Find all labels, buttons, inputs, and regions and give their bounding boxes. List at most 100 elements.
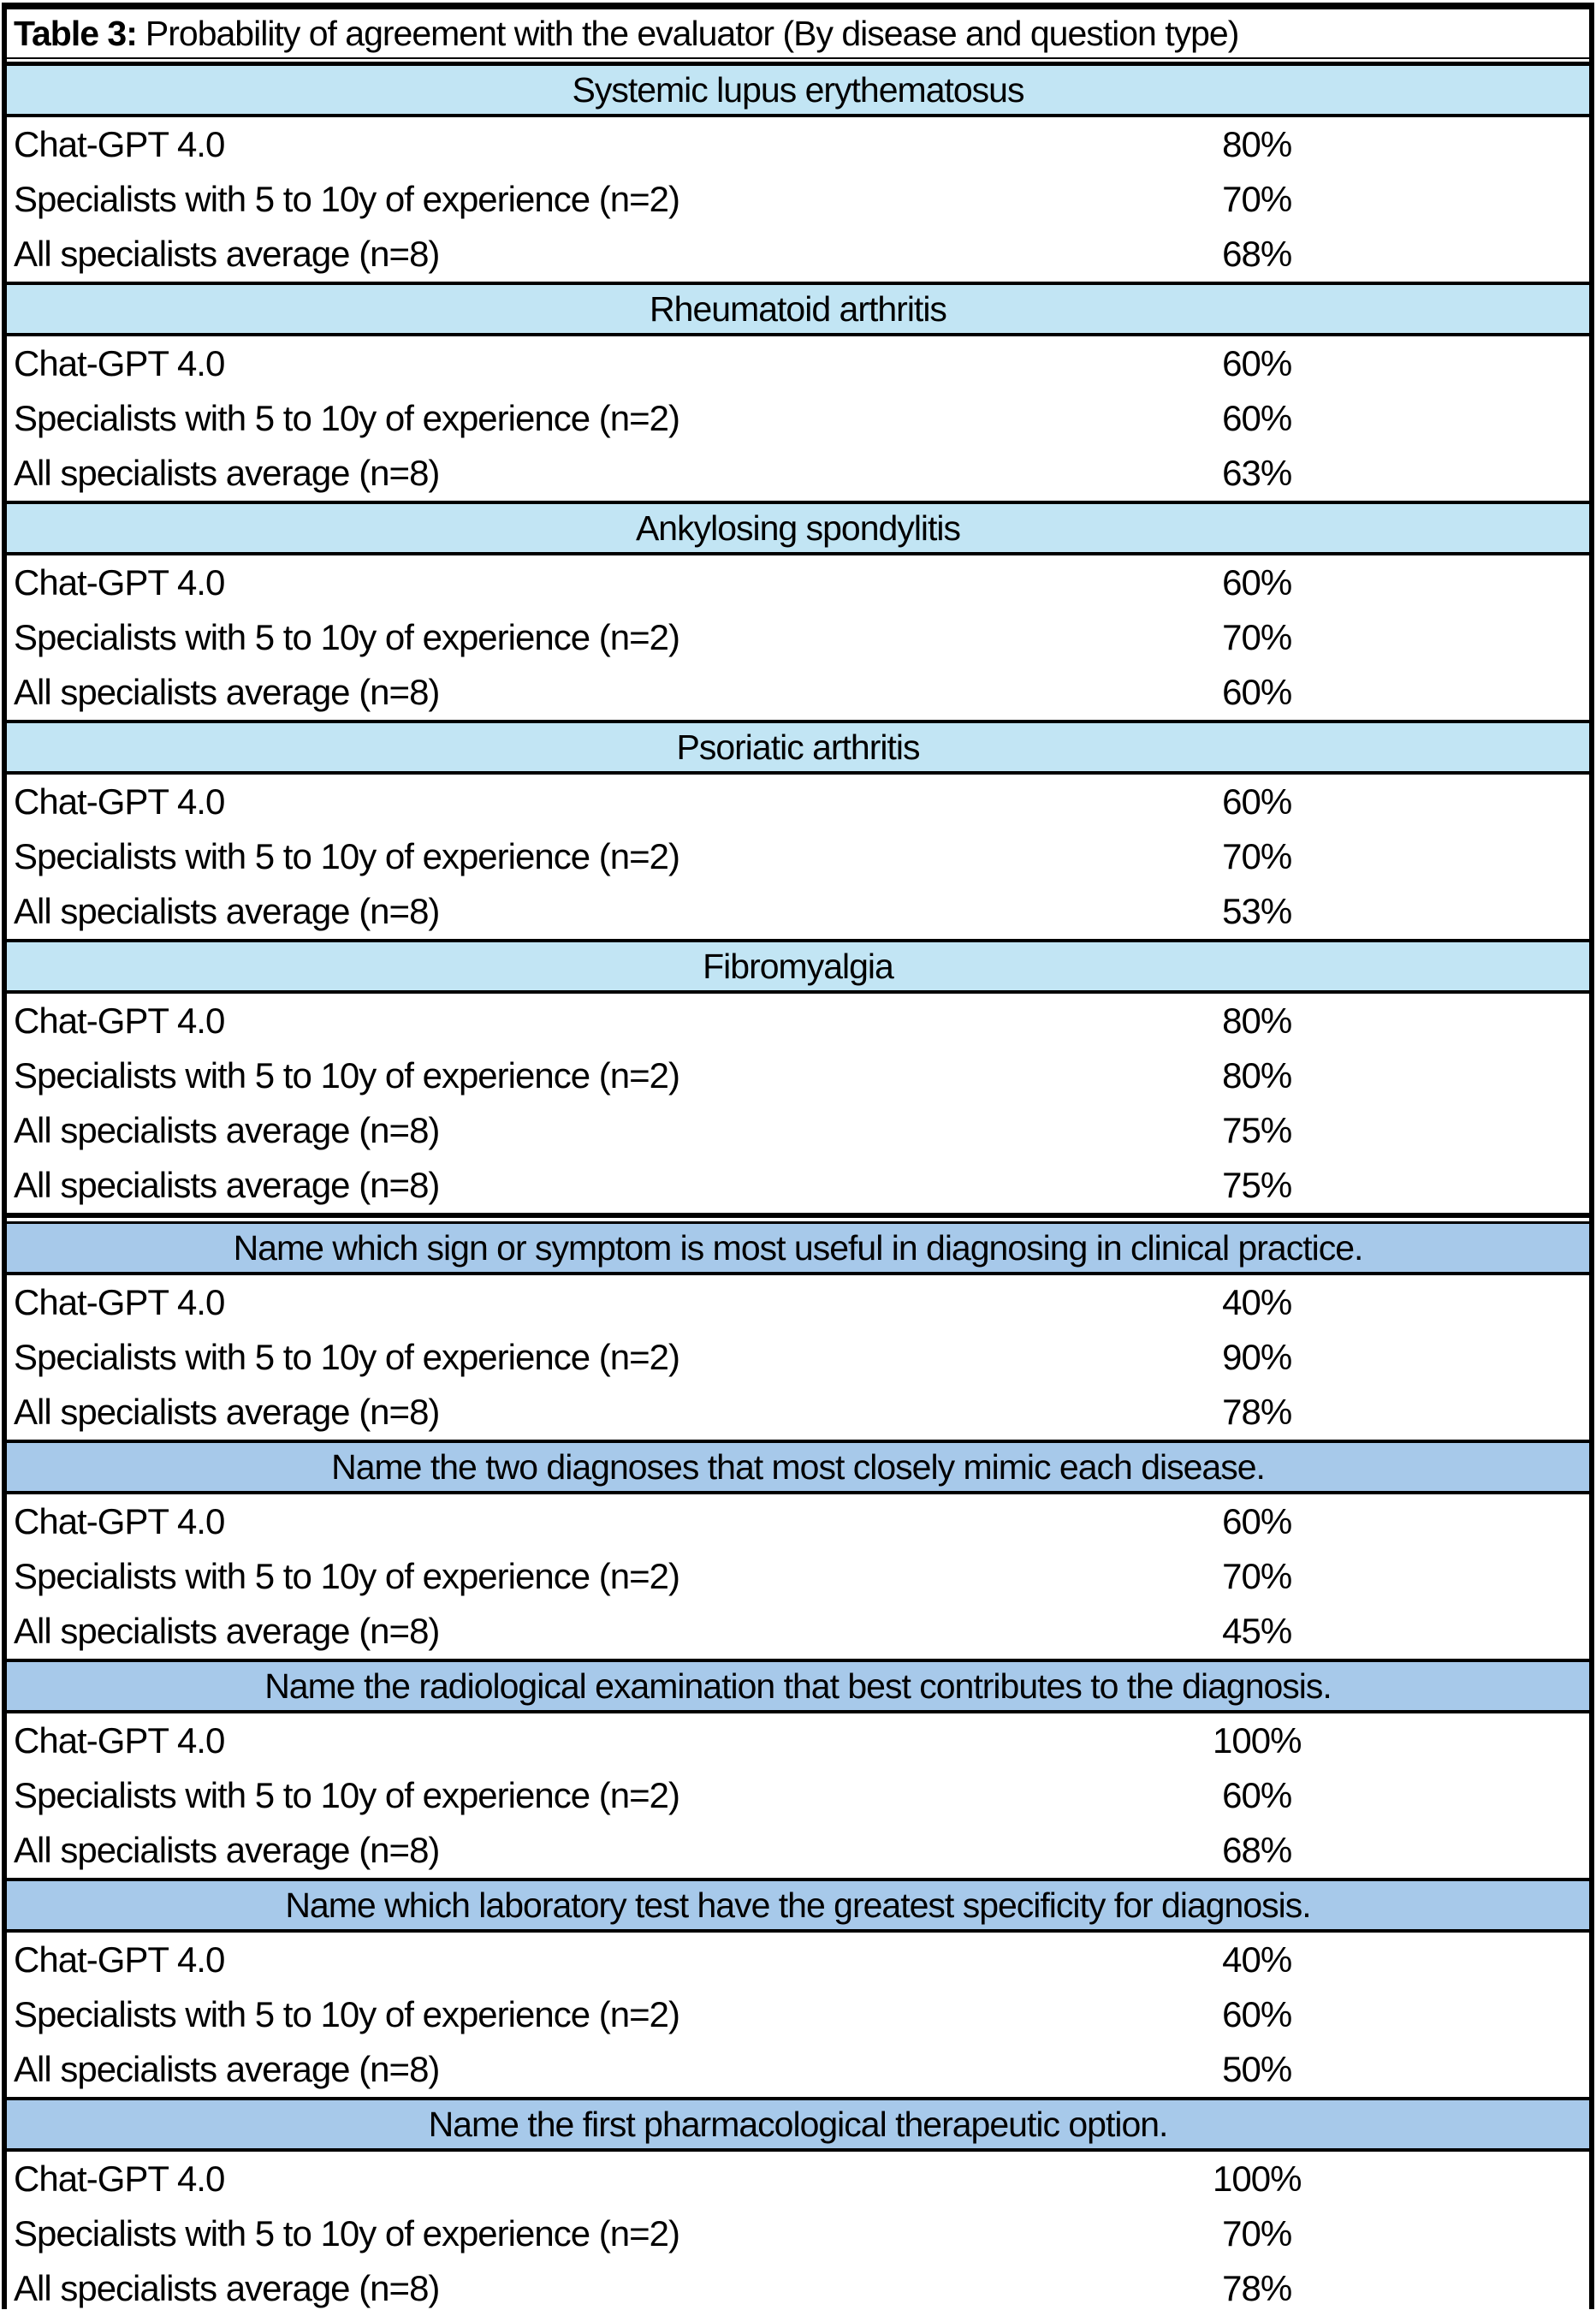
row-value: 80% bbox=[1222, 1001, 1292, 1041]
row-label: All specialists average (n=8) bbox=[14, 1110, 440, 1150]
row-value: 40% bbox=[1222, 1939, 1292, 1980]
row-label: Chat-GPT 4.0 bbox=[14, 1282, 225, 1322]
table-title-text: Probability of agreement with the evalua… bbox=[145, 13, 1239, 53]
row-value: 45% bbox=[1222, 1611, 1292, 1651]
row-value: 78% bbox=[1222, 2268, 1292, 2308]
row-label: All specialists average (n=8) bbox=[14, 1392, 440, 1432]
row-label: Specialists with 5 to 10y of experience … bbox=[14, 1775, 680, 1815]
table-row: All specialists average (n=8) 60% bbox=[7, 665, 1589, 720]
row-value: 40% bbox=[1222, 1282, 1292, 1322]
table-section-question: Name which laboratory test have the grea… bbox=[7, 1878, 1589, 2097]
row-value: 70% bbox=[1222, 2213, 1292, 2254]
row-label: Chat-GPT 4.0 bbox=[14, 1720, 225, 1761]
row-value: 60% bbox=[1222, 398, 1292, 438]
row-label: All specialists average (n=8) bbox=[14, 453, 440, 493]
disease-header: Rheumatoid arthritis bbox=[7, 282, 1589, 336]
disease-header: Psoriatic arthritis bbox=[7, 720, 1589, 775]
table-row: All specialists average (n=8) 78% bbox=[7, 2261, 1589, 2316]
table-row: All specialists average (n=8) 75% bbox=[7, 1158, 1589, 1213]
row-value: 75% bbox=[1222, 1110, 1292, 1150]
row-value: 70% bbox=[1222, 617, 1292, 657]
disease-header: Fibromyalgia bbox=[7, 939, 1589, 994]
table-row: All specialists average (n=8) 53% bbox=[7, 884, 1589, 939]
table-row: Chat-GPT 4.0 60% bbox=[7, 555, 1589, 610]
table-row: All specialists average (n=8) 63% bbox=[7, 446, 1589, 501]
row-value: 68% bbox=[1222, 234, 1292, 274]
table-section-question: Name the two diagnoses that most closely… bbox=[7, 1440, 1589, 1659]
row-label: Specialists with 5 to 10y of experience … bbox=[14, 2213, 680, 2254]
table-row: Chat-GPT 4.0 40% bbox=[7, 1933, 1589, 1987]
table-row: Chat-GPT 4.0 100% bbox=[7, 2152, 1589, 2206]
table-row: Chat-GPT 4.0 80% bbox=[7, 994, 1589, 1048]
row-value: 75% bbox=[1222, 1165, 1292, 1205]
table-row: Specialists with 5 to 10y of experience … bbox=[7, 1768, 1589, 1823]
row-value: 70% bbox=[1222, 1556, 1292, 1596]
table-row: All specialists average (n=8) 75% bbox=[7, 1103, 1589, 1158]
row-label: Chat-GPT 4.0 bbox=[14, 1501, 225, 1541]
row-label: All specialists average (n=8) bbox=[14, 891, 440, 931]
table-row: Chat-GPT 4.0 60% bbox=[7, 775, 1589, 829]
row-value: 53% bbox=[1222, 891, 1292, 931]
row-value: 100% bbox=[1213, 2159, 1302, 2199]
table-section-disease: Psoriatic arthritis Chat-GPT 4.0 60% Specia… bbox=[7, 720, 1589, 939]
table-section-disease: Rheumatoid arthritis Chat-GPT 4.0 60% Speci… bbox=[7, 282, 1589, 501]
table-title: Table 3: Probability of agreement with t… bbox=[7, 9, 1589, 59]
question-header: Name the radiological examination that b… bbox=[7, 1659, 1589, 1713]
table-row: Chat-GPT 4.0 80% bbox=[7, 117, 1589, 172]
row-label: Specialists with 5 to 10y of experience … bbox=[14, 1055, 680, 1096]
table-row: All specialists average (n=8) 68% bbox=[7, 1823, 1589, 1878]
table-row: All specialists average (n=8) 68% bbox=[7, 227, 1589, 282]
row-label: Chat-GPT 4.0 bbox=[14, 124, 225, 164]
row-label: Chat-GPT 4.0 bbox=[14, 1001, 225, 1041]
table-row: Specialists with 5 to 10y of experience … bbox=[7, 1048, 1589, 1103]
disease-header: Systemic lupus erythematosus bbox=[7, 62, 1589, 117]
row-label: Chat-GPT 4.0 bbox=[14, 343, 225, 383]
row-value: 70% bbox=[1222, 836, 1292, 876]
row-label: All specialists average (n=8) bbox=[14, 1165, 440, 1205]
table-row: All specialists average (n=8) 78% bbox=[7, 1385, 1589, 1440]
table-row: All specialists average (n=8) 45% bbox=[7, 1604, 1589, 1659]
row-value: 80% bbox=[1222, 1055, 1292, 1096]
table-section-disease: Fibromyalgia Chat-GPT 4.0 80% Specialists w… bbox=[7, 939, 1589, 1218]
row-label: Specialists with 5 to 10y of experience … bbox=[14, 617, 680, 657]
table-row: Chat-GPT 4.0 100% bbox=[7, 1713, 1589, 1768]
table-row: Specialists with 5 to 10y of experience … bbox=[7, 1549, 1589, 1604]
row-label: Chat-GPT 4.0 bbox=[14, 1939, 225, 1980]
row-value: 63% bbox=[1222, 453, 1292, 493]
table-row: Specialists with 5 to 10y of experience … bbox=[7, 829, 1589, 884]
question-header: Name the two diagnoses that most closely… bbox=[7, 1440, 1589, 1494]
row-label: All specialists average (n=8) bbox=[14, 234, 440, 274]
table-row: Specialists with 5 to 10y of experience … bbox=[7, 391, 1589, 446]
row-value: 78% bbox=[1222, 1392, 1292, 1432]
row-label: Specialists with 5 to 10y of experience … bbox=[14, 836, 680, 876]
table-section-disease: Systemic lupus erythematosus Chat-GPT 4.0… bbox=[7, 62, 1589, 282]
row-label: All specialists average (n=8) bbox=[14, 672, 440, 712]
row-value: 90% bbox=[1222, 1337, 1292, 1377]
row-label: Chat-GPT 4.0 bbox=[14, 781, 225, 822]
question-header: Name which sign or symptom is most usefu… bbox=[7, 1221, 1589, 1275]
row-value: 80% bbox=[1222, 124, 1292, 164]
table-row: Specialists with 5 to 10y of experience … bbox=[7, 610, 1589, 665]
table-row: Specialists with 5 to 10y of experience … bbox=[7, 1330, 1589, 1385]
disease-header: Ankylosing spondylitis bbox=[7, 501, 1589, 555]
table-row: Specialists with 5 to 10y of experience … bbox=[7, 1987, 1589, 2042]
row-label: Chat-GPT 4.0 bbox=[14, 2159, 225, 2199]
row-value: 50% bbox=[1222, 2049, 1292, 2089]
row-value: 68% bbox=[1222, 1830, 1292, 1870]
row-value: 60% bbox=[1222, 343, 1292, 383]
row-value: 60% bbox=[1222, 562, 1292, 603]
table-section-question: Name the radiological examination that b… bbox=[7, 1659, 1589, 1878]
row-value: 60% bbox=[1222, 781, 1292, 822]
row-value: 100% bbox=[1213, 1720, 1302, 1761]
row-label: Specialists with 5 to 10y of experience … bbox=[14, 1994, 680, 2034]
row-label: Chat-GPT 4.0 bbox=[14, 562, 225, 603]
row-label: All specialists average (n=8) bbox=[14, 1611, 440, 1651]
row-value: 60% bbox=[1222, 672, 1292, 712]
table-title-label: Table 3: bbox=[14, 13, 138, 53]
row-label: All specialists average (n=8) bbox=[14, 2049, 440, 2089]
table-row: All specialists average (n=8) 50% bbox=[7, 2042, 1589, 2097]
table-row: Specialists with 5 to 10y of experience … bbox=[7, 2206, 1589, 2261]
row-label: Specialists with 5 to 10y of experience … bbox=[14, 1556, 680, 1596]
table-section-question: Name the first pharmacological therapeut… bbox=[7, 2097, 1589, 2316]
